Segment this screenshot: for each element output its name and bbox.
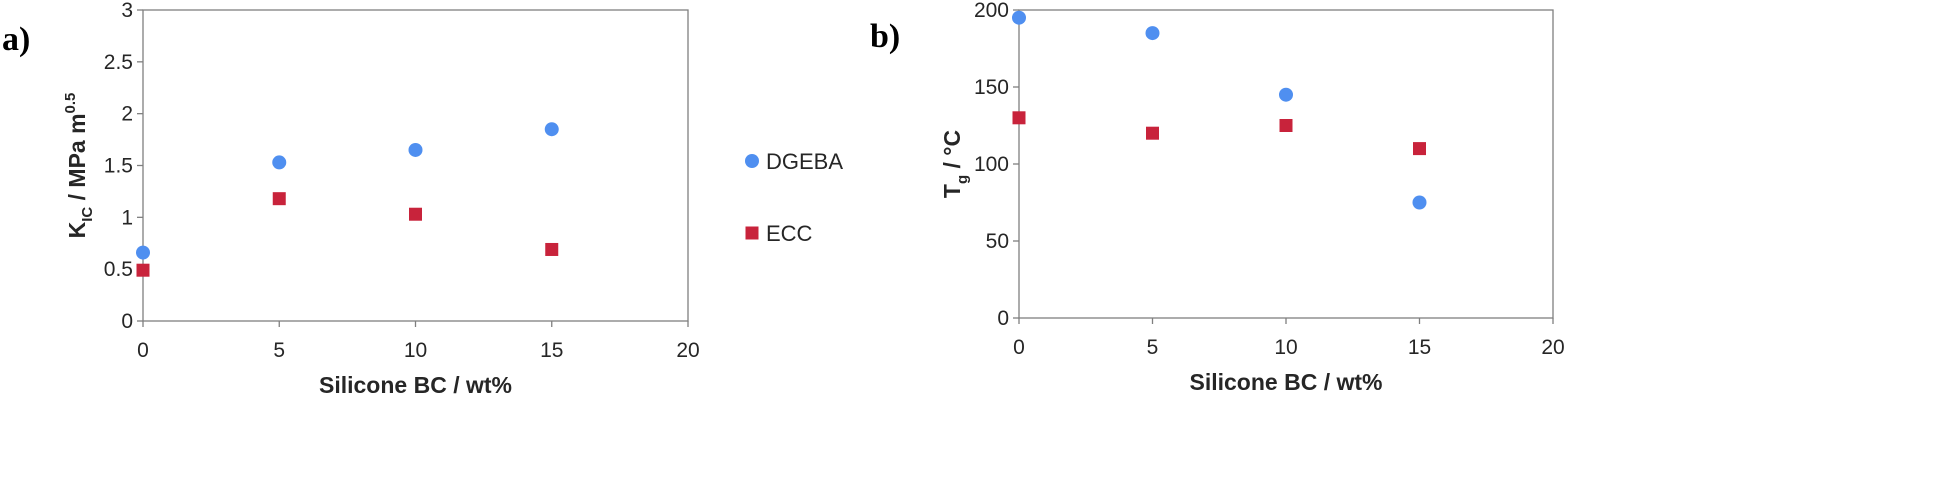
y-tick-label: 0 [121, 310, 133, 333]
y-axis-title-main: T [939, 184, 965, 198]
data-point-ecc [1279, 119, 1293, 132]
legend: DGEBA ECC [745, 149, 843, 246]
y-tick-label: 100 [974, 153, 1009, 176]
data-point-dgeba [1412, 195, 1427, 210]
y-axis-title-subscript: IC [79, 207, 96, 222]
x-tick-label: 10 [1274, 336, 1297, 359]
y-axis-title-subscript: g [954, 175, 971, 184]
y-axis-title: Tg / °C [939, 130, 971, 198]
data-point-dgeba [1012, 10, 1026, 25]
x-tick-label: 0 [137, 339, 149, 362]
y-tick-label: 0.5 [104, 258, 133, 281]
x-axis-title: Silicone BC / wt% [1190, 369, 1383, 395]
data-point-dgeba [1145, 26, 1160, 41]
legend-marker-dgeba [745, 154, 759, 168]
data-point-ecc [1413, 142, 1426, 156]
x-tick-label: 5 [1147, 336, 1159, 359]
legend-marker-ecc [745, 226, 759, 240]
panel-b: 0 50 100 150 200 0 5 10 15 20 Silicone BC / wt% Tg … [870, 0, 1565, 395]
legend-label-dgeba: DGEBA [766, 149, 843, 174]
plot-frame [1018, 9, 1554, 319]
y-tick-label: 200 [974, 0, 1009, 22]
y-axis-title: KIC / MPa m0.5 [62, 93, 96, 239]
panel-a: 0 0.5 1 1.5 2 2.5 3 0 5 10 15 20 Silicone BC / wt% KI… [2, 0, 700, 398]
x-tick-label: 15 [1408, 336, 1431, 359]
x-tick-label: 20 [676, 339, 699, 362]
data-point-ecc [136, 263, 150, 277]
y-tick-label: 0 [997, 307, 1009, 330]
x-tick-label: 20 [1541, 336, 1564, 359]
y-tick-label: 2 [121, 103, 133, 126]
panel-label: a) [2, 21, 30, 58]
data-point-dgeba [1279, 87, 1293, 102]
data-point-dgeba [272, 155, 287, 170]
data-point-ecc [545, 242, 559, 256]
x-tick-label: 0 [1013, 336, 1025, 359]
y-tick-label: 1 [121, 206, 133, 229]
data-point-dgeba [408, 142, 423, 157]
y-axis-title-main: K [64, 221, 90, 238]
data-point-ecc [1146, 126, 1159, 140]
data-point-ecc [1012, 111, 1026, 125]
y-tick-label: 3 [121, 0, 133, 22]
y-axis-title-rest: / °C [939, 130, 965, 175]
y-tick-label: 2.5 [104, 51, 133, 74]
x-tick-label: 15 [540, 339, 563, 362]
y-axis-title-rest: / MPa m [64, 113, 90, 206]
y-tick-label: 50 [986, 230, 1009, 253]
x-tick-label: 10 [404, 339, 427, 362]
data-point-dgeba [544, 122, 559, 137]
plot-frame [142, 9, 689, 322]
x-tick-label: 5 [273, 339, 285, 362]
legend-label-ecc: ECC [766, 221, 813, 246]
y-axis-title-superscript: 0.5 [62, 93, 79, 114]
x-axis-title: Silicone BC / wt% [319, 372, 512, 398]
y-tick-label: 150 [974, 76, 1009, 99]
panel-label: b) [870, 18, 900, 55]
data-point-ecc [409, 207, 422, 221]
y-tick-label: 1.5 [104, 155, 133, 178]
data-point-dgeba [136, 245, 150, 260]
data-point-ecc [272, 192, 286, 206]
